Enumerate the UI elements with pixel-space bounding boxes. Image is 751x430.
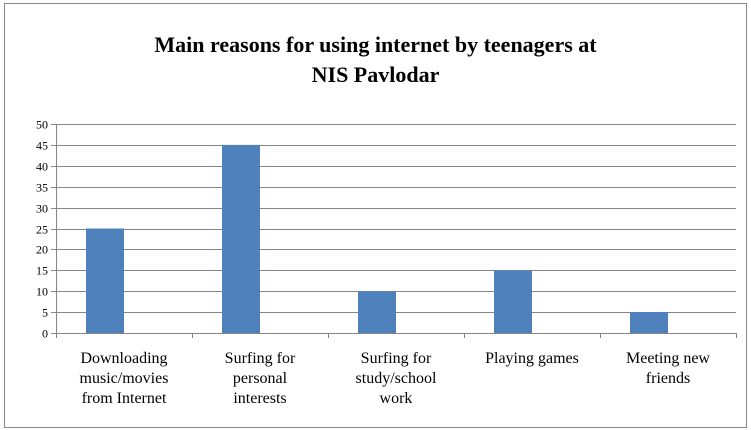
y-tick-label: 10 [36, 285, 48, 299]
x-category-label: Surfing for personal interests [225, 350, 296, 407]
bar [494, 270, 532, 333]
x-category-label: Playing games [485, 350, 579, 367]
chart-title-line-2: NIS Pavlodar [311, 62, 440, 87]
y-tick-label: 50 [36, 118, 48, 132]
axes [51, 124, 737, 338]
x-category-label-line: Surfing for [361, 350, 432, 367]
y-tick-label: 5 [42, 306, 48, 320]
x-category-label: Meeting new friends [626, 350, 710, 387]
x-category-label-line: Playing games [485, 350, 579, 367]
x-category-label-line: interests [233, 390, 286, 407]
x-category-label-line: Meeting new [626, 350, 710, 367]
x-category-label: Downloading music/movies from Internet [80, 350, 169, 407]
x-category-label: Surfing for study/school work [356, 350, 437, 407]
bar [358, 291, 396, 333]
x-category-label-line: music/movies [80, 370, 169, 387]
bars [86, 144, 668, 333]
chart-title-line-1: Main reasons for using internet by teena… [154, 32, 597, 57]
gridlines [56, 124, 736, 313]
y-tick-label: 0 [42, 327, 48, 341]
x-category-label-line: friends [646, 370, 690, 387]
y-tick-label: 35 [36, 181, 48, 195]
x-category-label-line: study/school [356, 370, 437, 387]
y-tick-label: 30 [36, 202, 48, 216]
bar [630, 312, 668, 333]
y-tick-label: 15 [36, 264, 48, 278]
chart-frame [4, 3, 747, 428]
x-category-label-line: from Internet [82, 390, 167, 407]
x-category-label-line: work [380, 390, 413, 407]
x-category-label-line: personal [233, 370, 288, 387]
chart-title: Main reasons for using internet by teena… [0, 30, 751, 90]
bar [222, 144, 260, 333]
labels: 0 5 10 15 20 25 30 35 40 45 50 Downloading music/mov… [36, 118, 710, 408]
y-tick-label: 25 [36, 223, 48, 237]
x-category-label-line: Downloading [80, 350, 167, 367]
y-tick-label: 20 [36, 243, 48, 257]
y-tick-label: 45 [36, 139, 48, 153]
bar [86, 228, 124, 333]
y-tick-label: 40 [36, 160, 48, 174]
x-category-label-line: Surfing for [225, 350, 296, 367]
